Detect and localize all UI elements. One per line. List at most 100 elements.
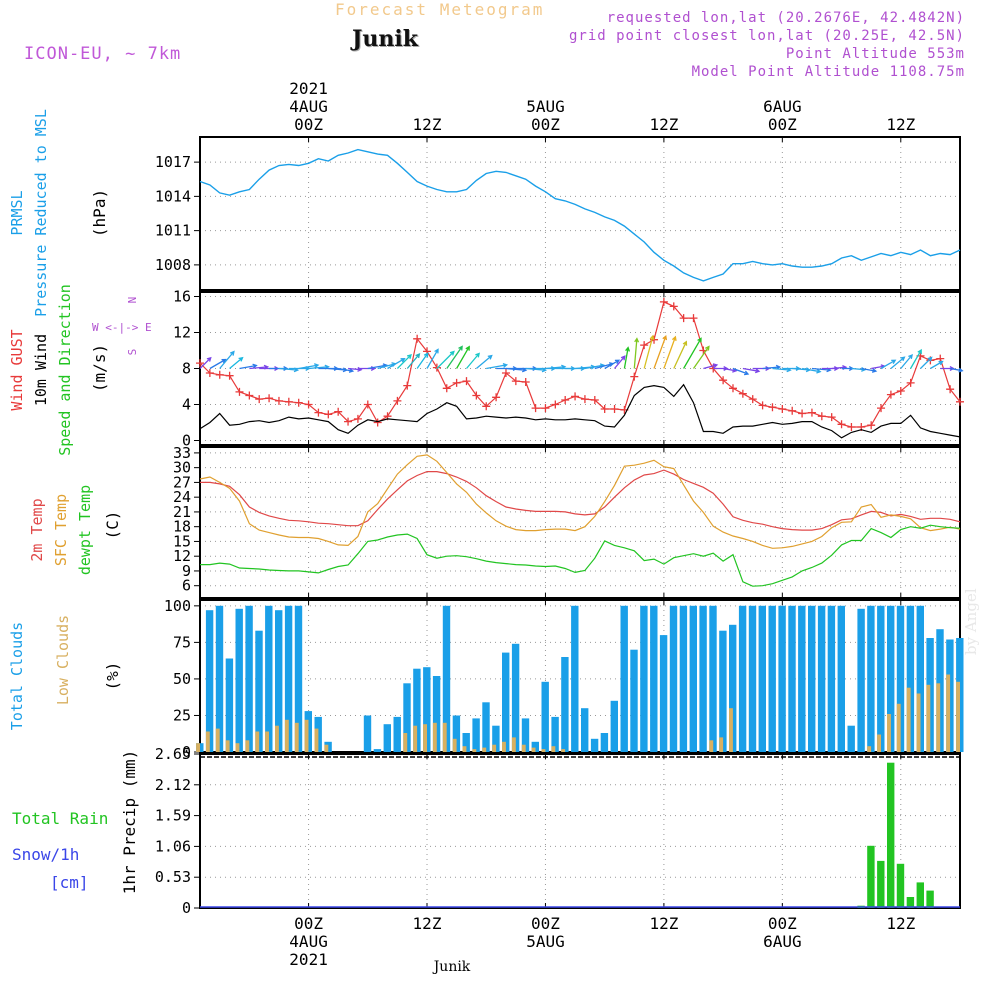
total-cloud-bar — [413, 668, 421, 752]
gust-marker — [541, 404, 550, 413]
gust-marker — [363, 400, 372, 409]
time-label-top: 00Z — [531, 115, 560, 134]
gust-marker — [847, 423, 856, 431]
wind-direction-arrow — [692, 345, 710, 369]
low-cloud-bar — [492, 744, 497, 752]
gust-marker — [284, 397, 293, 406]
low-cloud-bar — [956, 681, 960, 752]
wind-direction-arrow — [604, 359, 621, 370]
y-tick-label: 2.65 — [155, 745, 191, 763]
total-cloud-bar — [748, 605, 757, 752]
low-cloud-bar — [235, 743, 240, 752]
gust-marker — [886, 390, 895, 399]
total-cloud-bar — [511, 643, 520, 752]
axis-label-direction: Speed and Direction — [56, 284, 74, 456]
meteogram-title: Forecast Meteogram — [335, 0, 545, 19]
total-cloud-bar — [215, 605, 224, 752]
time-label-top: 4AUG — [289, 97, 328, 116]
total-cloud-bar — [729, 624, 737, 752]
gust-line — [199, 301, 961, 428]
total-cloud-bar — [817, 605, 826, 752]
gust-marker — [946, 385, 955, 394]
low-cloud-bar — [314, 728, 319, 752]
total-cloud-bar — [363, 715, 372, 752]
gust-marker — [245, 391, 254, 400]
low-cloud-bar — [887, 714, 891, 752]
label-total-rain: Total Rain — [12, 809, 108, 828]
y-tick-label: 75 — [173, 633, 191, 651]
total-cloud-bar — [245, 605, 253, 752]
panel-pressure: 1008 1011 1014 1017 — [155, 136, 961, 291]
gust-marker — [255, 395, 264, 404]
gust-marker — [906, 378, 915, 387]
total-cloud-bar — [679, 605, 688, 752]
y-tick-label: 9 — [182, 562, 191, 580]
y-tick-label: 1008 — [155, 256, 191, 274]
gust-marker — [462, 377, 471, 386]
wind-direction-arrow — [219, 350, 235, 369]
wind-direction-arrow — [801, 367, 822, 374]
low-cloud-bar — [432, 722, 437, 752]
total-cloud-bar — [393, 716, 401, 752]
panel-frame — [199, 753, 961, 909]
wind-direction-arrow — [446, 345, 463, 369]
wind-direction-arrow — [387, 358, 406, 370]
total-cloud-bar — [699, 605, 707, 752]
gust-marker — [334, 407, 343, 416]
total-cloud-bar — [284, 605, 293, 752]
y-tick-label: 27 — [173, 473, 191, 491]
axis-label-dewpt: dewpt Temp — [76, 485, 94, 575]
low-cloud-bar — [255, 731, 260, 752]
gust-marker — [353, 414, 362, 423]
low-cloud-bar — [225, 740, 230, 752]
gust-marker — [807, 408, 816, 417]
y-tick-label: 24 — [173, 488, 191, 506]
wind-direction-arrow — [623, 346, 631, 369]
low-cloud-bar — [877, 734, 881, 752]
gust-marker — [580, 395, 589, 404]
low-cloud-bar — [294, 722, 299, 752]
total-cloud-bar — [837, 605, 845, 752]
panel-frame — [199, 136, 961, 291]
wind-direction-arrow — [920, 356, 933, 369]
gust-marker — [314, 408, 323, 417]
rain-bar — [887, 762, 895, 908]
gust-marker — [659, 297, 668, 306]
total-cloud-bar — [551, 716, 559, 752]
wind-direction-arrow — [466, 352, 480, 369]
gust-marker — [758, 401, 767, 410]
time-label-bottom: 2021 — [289, 950, 328, 969]
y-tick-label: 16 — [173, 288, 191, 306]
low-cloud-bar — [541, 749, 546, 752]
gridpoint-coords: grid point closest lon,lat (20.25E, 42.5… — [568, 28, 965, 44]
pressure-line — [199, 148, 961, 282]
time-label-bottom: 12Z — [413, 914, 442, 933]
total-cloud-bar — [403, 683, 411, 752]
axis-label-temp2m: 2m Temp — [28, 498, 46, 561]
wind-direction-arrow — [930, 360, 944, 370]
y-tick-label: 1014 — [155, 187, 191, 205]
unit-hpa: (hPa) — [90, 189, 109, 237]
gust-marker — [265, 394, 274, 403]
total-cloud-bar — [492, 725, 500, 752]
y-tick-label: 8 — [182, 360, 191, 378]
gust-marker — [452, 378, 461, 387]
total-cloud-bar — [689, 605, 697, 752]
low-cloud-bar — [245, 740, 250, 752]
gust-marker — [225, 371, 234, 380]
gust-marker — [610, 405, 619, 413]
total-cloud-bar — [383, 724, 391, 752]
wind-direction-arrow — [890, 356, 906, 369]
gust-marker — [205, 369, 214, 377]
axis-label-gust: Wind GUST — [8, 329, 26, 410]
gust-marker — [492, 393, 501, 402]
gust-marker — [511, 377, 520, 386]
total-cloud-bar — [620, 605, 628, 752]
y-tick-label: 15 — [173, 532, 191, 550]
wind-direction-arrow — [949, 367, 964, 373]
gust-marker — [867, 421, 876, 430]
low-cloud-bar — [304, 719, 309, 752]
gust-marker — [778, 405, 787, 413]
gust-marker — [798, 409, 807, 418]
